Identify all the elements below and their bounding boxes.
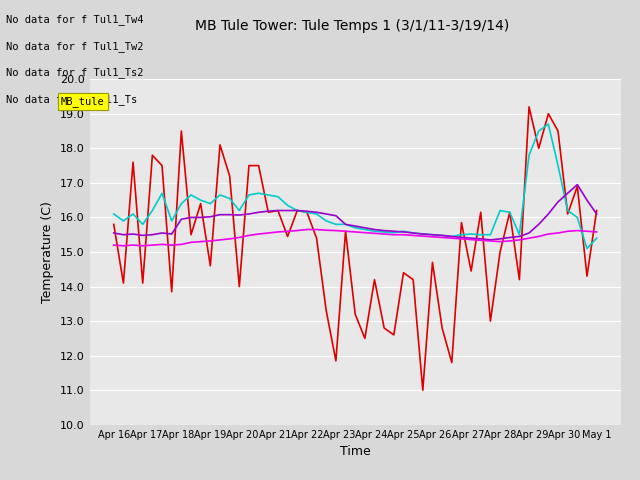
Text: No data for f Tul1_Tw2: No data for f Tul1_Tw2 <box>6 41 144 52</box>
Text: MB_tule: MB_tule <box>61 96 104 107</box>
Text: No data for f Tul1_Tw4: No data for f Tul1_Tw4 <box>6 14 144 25</box>
Text: No data for f Tul1_Ts: No data for f Tul1_Ts <box>6 94 138 105</box>
Y-axis label: Temperature (C): Temperature (C) <box>42 201 54 303</box>
Text: MB Tule Tower: Tule Temps 1 (3/1/11-3/19/14): MB Tule Tower: Tule Temps 1 (3/1/11-3/19… <box>195 19 509 33</box>
Text: No data for f Tul1_Ts2: No data for f Tul1_Ts2 <box>6 67 144 78</box>
X-axis label: Time: Time <box>340 445 371 458</box>
